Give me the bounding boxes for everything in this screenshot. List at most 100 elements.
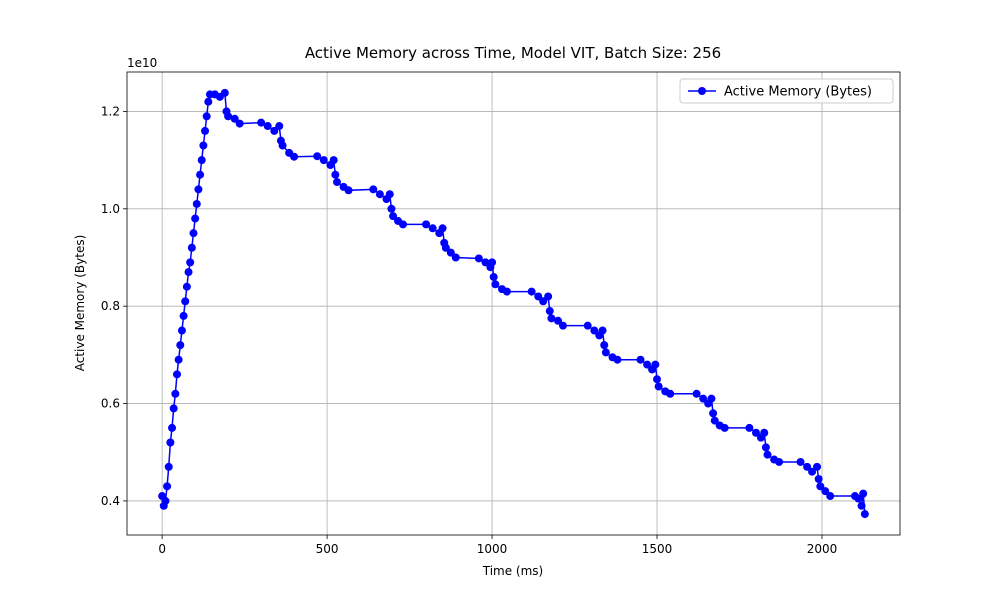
data-line: [161, 91, 866, 515]
data-point: [290, 152, 299, 161]
y-tick-label: 0.4: [101, 494, 120, 508]
data-point: [204, 97, 213, 106]
data-point: [224, 112, 233, 121]
data-point: [489, 272, 498, 281]
legend-box: [679, 78, 894, 104]
data-point: [446, 248, 455, 257]
data-point: [275, 122, 284, 131]
data-point: [558, 321, 567, 330]
data-point: [179, 311, 188, 320]
x-tick-label: 2000: [807, 542, 838, 556]
data-point: [636, 355, 645, 364]
data-point: [666, 389, 675, 398]
data-point: [387, 204, 396, 213]
data-point: [544, 292, 553, 301]
data-point: [163, 482, 172, 491]
data-point: [194, 185, 203, 194]
data-point: [534, 292, 543, 301]
data-point: [202, 112, 211, 121]
data-point: [172, 370, 181, 379]
data-point: [643, 360, 652, 369]
x-tick-label: 1000: [477, 542, 508, 556]
data-point: [441, 243, 450, 252]
data-point: [331, 170, 340, 179]
data-point: [502, 287, 511, 296]
data-point: [192, 199, 201, 208]
data-point: [422, 220, 431, 229]
data-point: [428, 224, 437, 233]
data-point: [278, 141, 287, 150]
chart-title: Active Memory across Time, Model VIT, Ba…: [305, 44, 721, 62]
data-point: [707, 394, 716, 403]
data-point: [860, 510, 869, 519]
data-point: [545, 307, 554, 316]
data-point: [583, 321, 592, 330]
data-point: [187, 243, 196, 252]
data-point: [816, 482, 825, 491]
data-point: [257, 118, 266, 127]
data-point: [554, 316, 563, 325]
data-point: [171, 389, 180, 398]
data-point: [751, 428, 760, 437]
y-axis-label: Active Memory (Bytes): [73, 235, 87, 372]
data-point: [488, 258, 497, 267]
data-point: [539, 297, 548, 306]
data-point: [763, 450, 772, 459]
data-point: [491, 280, 500, 289]
data-point: [527, 287, 536, 296]
data-point: [186, 258, 195, 267]
data-point: [191, 214, 200, 223]
data-point: [600, 341, 609, 350]
data-point: [329, 156, 338, 165]
data-point: [164, 462, 173, 471]
data-point: [196, 170, 205, 179]
data-point: [814, 475, 823, 484]
data-point: [859, 489, 868, 498]
data-point: [438, 224, 447, 233]
data-point: [197, 156, 206, 165]
data-point: [826, 492, 835, 501]
data-point: [184, 268, 193, 277]
data-point: [369, 185, 378, 194]
data-point: [176, 341, 185, 350]
legend-label: Active Memory (Bytes): [724, 85, 872, 100]
data-point: [654, 382, 663, 391]
data-point: [189, 229, 198, 238]
data-point: [699, 394, 708, 403]
data-point: [821, 487, 830, 496]
data-point: [813, 462, 822, 471]
y-tick-label: 0.6: [101, 397, 120, 411]
data-point: [230, 114, 239, 123]
data-point: [710, 416, 719, 425]
plot-frame: [126, 71, 901, 536]
data-point: [398, 220, 407, 229]
data-point: [235, 119, 244, 128]
y-offset-label: 1e10: [127, 56, 157, 70]
data-point: [332, 178, 341, 187]
y-tick-label: 1.0: [101, 202, 120, 216]
y-tick-label: 0.8: [101, 299, 120, 313]
data-point: [601, 348, 610, 357]
data-point: [613, 355, 622, 364]
x-tick-label: 500: [316, 542, 339, 556]
data-point: [263, 122, 272, 131]
data-point: [319, 156, 328, 165]
data-point: [854, 494, 863, 503]
data-point: [808, 467, 817, 476]
x-tick-label: 1500: [642, 542, 673, 556]
data-point: [181, 297, 190, 306]
y-tick-label: 1.2: [101, 104, 120, 118]
data-point: [474, 254, 483, 263]
data-point: [199, 141, 208, 150]
data-point: [220, 88, 229, 97]
data-point: [177, 326, 186, 335]
data-point: [451, 253, 460, 262]
data-point: [182, 282, 191, 291]
data-point: [775, 457, 784, 466]
data-point: [174, 355, 183, 364]
data-point: [760, 428, 769, 437]
data-point: [375, 190, 384, 199]
data-point: [796, 457, 805, 466]
data-point: [761, 443, 770, 452]
data-point: [169, 404, 178, 413]
